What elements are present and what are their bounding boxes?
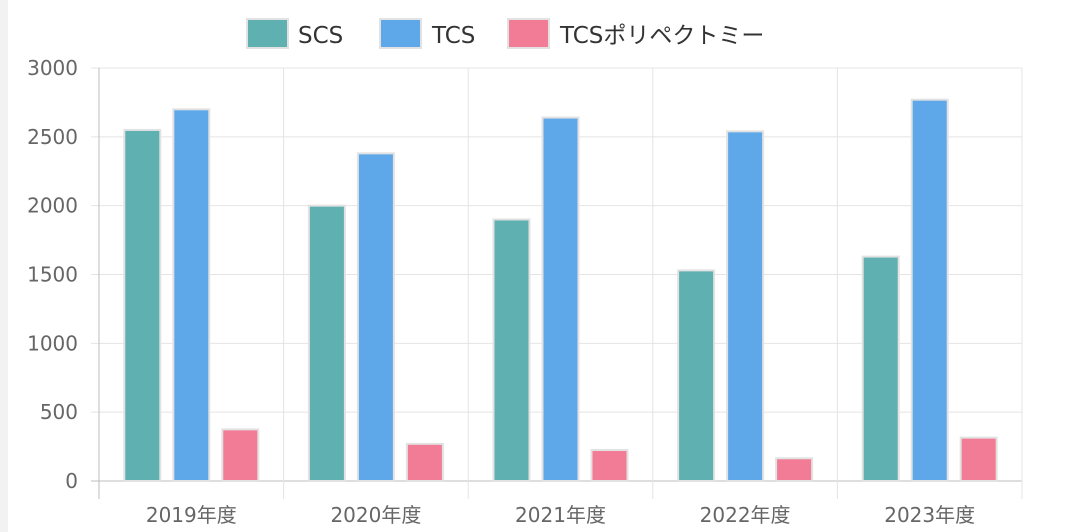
y-tick-label: 500: [40, 400, 78, 424]
x-tick-label: 2021年度: [515, 503, 606, 527]
legend-label-TCS[interactable]: TCS: [431, 23, 475, 49]
bars: [123, 98, 998, 483]
bar-TCS-2021年度[interactable]: [541, 116, 580, 482]
bar-TCSポリペクトミー-2022年度[interactable]: [775, 457, 814, 483]
y-tick-label: 3000: [27, 56, 78, 80]
bar-TCSポリペクトミー-2020年度[interactable]: [405, 442, 444, 482]
y-tick-label: 1000: [27, 331, 78, 355]
legend-swatch-TCSポリペクトミー[interactable]: [507, 18, 550, 49]
x-tick-label: 2019年度: [146, 503, 237, 527]
x-tick-label: 2023年度: [884, 503, 975, 527]
legend-swatch-SCS[interactable]: [246, 18, 289, 49]
axes: 0 500 1000 1500 2000 2500 3000 2019年度 2020年度 2021…: [27, 56, 975, 527]
y-tick-label: 0: [65, 469, 78, 493]
bar-SCS-2023年度[interactable]: [861, 255, 900, 482]
bar-SCS-2019年度[interactable]: [123, 128, 162, 482]
bar-TCS-2019年度[interactable]: [172, 108, 211, 483]
x-tick-label: 2020年度: [330, 503, 421, 527]
y-tick-label: 2500: [27, 125, 78, 149]
bar-TCS-2020年度[interactable]: [356, 152, 395, 482]
x-tick-label: 2022年度: [700, 503, 791, 527]
bar-TCSポリペクトミー-2023年度[interactable]: [959, 436, 998, 483]
legend: SCS TCS TCSポリペクトミー: [246, 18, 764, 49]
legend-swatch-TCS[interactable]: [379, 18, 422, 49]
bar-TCSポリペクトミー-2021年度[interactable]: [590, 449, 629, 482]
legend-label-SCS[interactable]: SCS: [298, 23, 343, 49]
bar-SCS-2021年度[interactable]: [492, 218, 531, 483]
bar-TCS-2022年度[interactable]: [726, 130, 765, 482]
y-tick-label: 2000: [27, 194, 78, 218]
y-tick-label: 1500: [27, 263, 78, 287]
bar-SCS-2022年度[interactable]: [677, 269, 716, 482]
bar-TCSポリペクトミー-2019年度[interactable]: [221, 428, 260, 482]
legend-label-TCSポリペクトミー[interactable]: TCSポリペクトミー: [559, 23, 764, 49]
left-margin-strip: [0, 0, 8, 532]
bar-TCS-2023年度[interactable]: [910, 98, 949, 482]
bar-SCS-2020年度[interactable]: [307, 204, 346, 483]
